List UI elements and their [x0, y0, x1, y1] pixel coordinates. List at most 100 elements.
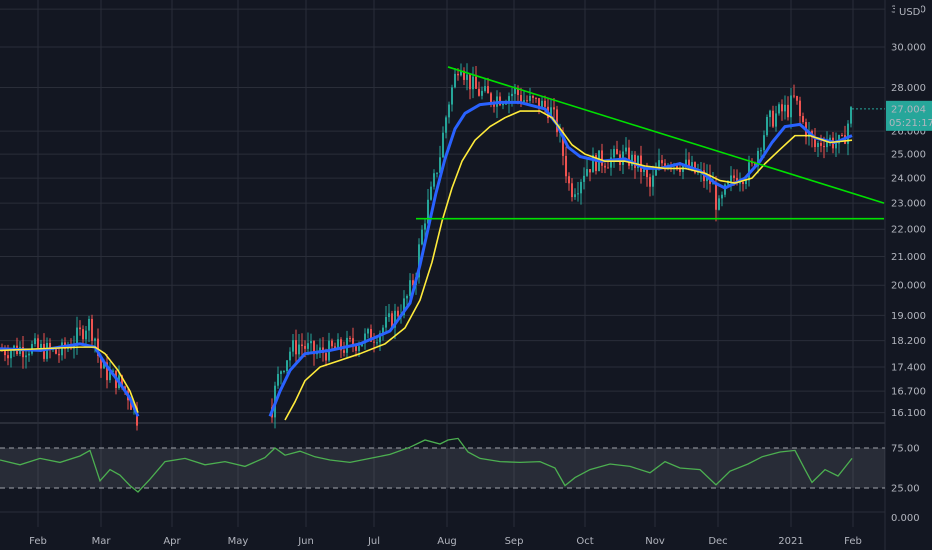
- candle-body: [298, 344, 300, 355]
- candle-body: [40, 343, 42, 348]
- candle-body: [595, 155, 597, 172]
- time-axis-label: Jun: [297, 536, 314, 547]
- candle-body: [760, 150, 762, 152]
- candle-body: [838, 135, 840, 144]
- price-tick-label: 19.000: [891, 311, 926, 322]
- candle-body: [790, 95, 792, 118]
- candle-body: [295, 340, 297, 355]
- candle-body: [625, 147, 627, 152]
- candle-body: [343, 350, 345, 353]
- candle-body: [529, 95, 531, 101]
- candle-body: [769, 110, 771, 117]
- candle-body: [574, 194, 576, 198]
- candle-body: [370, 329, 372, 342]
- candle-body: [733, 175, 735, 178]
- candle-body: [793, 95, 795, 97]
- candle-body: [25, 355, 27, 358]
- candle-body: [388, 313, 390, 318]
- candle-body: [7, 355, 9, 359]
- candle-body: [55, 349, 57, 354]
- candle-body: [82, 329, 84, 340]
- candle-body: [109, 371, 111, 381]
- candle-body: [814, 137, 816, 148]
- candle-body: [511, 93, 513, 97]
- candle-body: [364, 333, 366, 344]
- ma-fast-line-0: [0, 342, 140, 417]
- time-axis-label: Mar: [92, 536, 112, 547]
- candle-body: [538, 98, 540, 109]
- candle-body: [283, 370, 285, 372]
- candle-body: [607, 167, 609, 169]
- currency-bg: [895, 2, 921, 17]
- price-tick-label: 24.000: [891, 174, 926, 185]
- candle-body: [577, 193, 579, 195]
- price-tick-label: 18.200: [891, 336, 926, 347]
- candle-body: [715, 183, 717, 210]
- candle-body: [766, 116, 768, 136]
- candle-body: [307, 343, 309, 349]
- candle-body: [820, 142, 822, 146]
- candle-body: [421, 229, 423, 245]
- price-tick-label: 28.000: [891, 83, 926, 94]
- candle-body: [514, 88, 516, 94]
- candle-body: [739, 182, 741, 184]
- candle-body: [4, 350, 6, 356]
- candle-body: [610, 157, 612, 168]
- candle-body: [442, 132, 444, 158]
- candle-body: [847, 123, 849, 144]
- ma-slow-line-0: [0, 346, 139, 413]
- candle-body: [406, 295, 408, 299]
- candle-body: [730, 175, 732, 182]
- candle-body: [778, 104, 780, 114]
- candle-body: [649, 177, 651, 187]
- candle-body: [850, 107, 852, 124]
- candle-body: [532, 95, 534, 98]
- rsi-tick-label: 75.00: [891, 444, 920, 455]
- candle-body: [409, 280, 411, 296]
- candle-body: [658, 160, 660, 170]
- time-axis-label: Jul: [367, 536, 380, 547]
- price-tick-label: 30.000: [891, 43, 926, 54]
- candle-body: [652, 175, 654, 187]
- candle-body: [100, 355, 102, 369]
- candle-body: [373, 341, 375, 343]
- candle-body: [76, 327, 78, 345]
- candle-body: [631, 154, 633, 166]
- candle-body: [526, 100, 528, 102]
- candle-body: [835, 143, 837, 149]
- candle-body: [313, 341, 315, 355]
- candle-body: [490, 93, 492, 104]
- candle-body: [433, 173, 435, 187]
- candle-body: [637, 155, 639, 168]
- candle-body: [565, 155, 567, 177]
- candle-body: [445, 117, 447, 133]
- candle-body: [94, 338, 96, 341]
- ma-slow-line-1: [284, 110, 853, 421]
- candle-body: [436, 172, 438, 174]
- candle-body: [106, 362, 108, 381]
- candle-body: [505, 103, 507, 105]
- candle-body: [61, 342, 63, 356]
- candle-body: [487, 86, 489, 94]
- time-axis-label: Feb: [844, 536, 862, 547]
- candle-body: [502, 103, 504, 106]
- price-tick-label: 22.000: [891, 225, 926, 236]
- candle-body: [541, 100, 543, 109]
- candle-body: [571, 183, 573, 198]
- candle-body: [772, 110, 774, 127]
- rsi-tick-label: 0.000: [891, 513, 920, 524]
- candle-body: [361, 343, 363, 347]
- candle-body: [34, 338, 36, 345]
- candle-body: [280, 371, 282, 374]
- candle-body: [397, 310, 399, 317]
- candle-body: [553, 107, 555, 110]
- time-axis-label: Apr: [163, 536, 181, 547]
- candle-body: [457, 73, 459, 76]
- candle-body: [556, 109, 558, 133]
- rsi-line: [0, 437, 853, 493]
- candle-body: [49, 342, 51, 350]
- candle-body: [763, 135, 765, 151]
